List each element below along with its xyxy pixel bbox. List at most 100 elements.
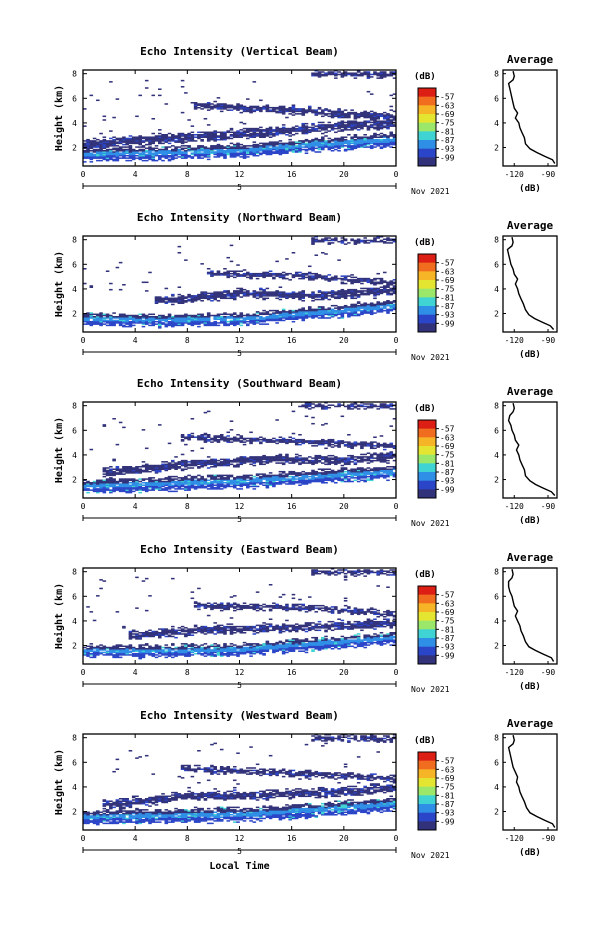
heatmap-cell <box>291 483 296 485</box>
heatmap-cell <box>144 316 149 318</box>
heatmap-cell <box>389 132 394 135</box>
heatmap-cell <box>193 475 198 478</box>
heatmap-cell <box>236 319 240 322</box>
heatmap-cell <box>223 478 227 480</box>
heatmap-cell <box>301 482 306 484</box>
heatmap-cell <box>327 472 332 474</box>
heatmap-cell <box>236 466 240 468</box>
heatmap-cell <box>268 317 273 319</box>
heatmap-cell <box>281 295 286 297</box>
heatmap-cell <box>200 459 204 462</box>
heatmap-cell <box>304 148 309 151</box>
heatmap-cell <box>206 147 211 150</box>
heatmap-cell <box>246 459 250 462</box>
heatmap-cell <box>356 125 361 127</box>
heatmap-cell <box>157 88 162 90</box>
heatmap-cell <box>102 141 107 143</box>
heatmap-cell <box>92 145 97 147</box>
heatmap-cell <box>131 468 136 470</box>
heatmap-cell <box>265 143 270 146</box>
heatmap-cell <box>141 469 146 472</box>
heatmap-cell <box>334 137 338 140</box>
heatmap-cell <box>102 119 107 121</box>
heatmap-cell <box>148 478 152 480</box>
heatmap-cell <box>389 239 394 242</box>
heatmap-cell <box>109 484 113 486</box>
heatmap-cell <box>337 110 341 113</box>
heatmap-cell <box>219 151 224 153</box>
heatmap-cell <box>89 314 94 317</box>
heatmap-cell <box>301 473 306 475</box>
heatmap-cell <box>376 116 380 119</box>
heatmap-cell <box>288 314 292 317</box>
y-axis-label: Height (km) <box>53 85 65 151</box>
heatmap-cell <box>109 151 113 153</box>
heatmap-cell <box>268 150 273 152</box>
heatmap-cell <box>327 461 332 463</box>
heatmap-cell <box>386 115 390 118</box>
heatmap-cell <box>360 124 364 126</box>
heatmap-cell <box>268 153 273 156</box>
heatmap-cell <box>291 110 296 113</box>
heatmap-cell <box>213 440 217 442</box>
heatmap-cell <box>89 94 94 97</box>
heatmap-cell <box>285 274 289 276</box>
heatmap-cell <box>356 114 361 116</box>
heatmap-cell <box>109 319 113 322</box>
heatmap-cell <box>232 479 237 482</box>
heatmap-cell <box>197 467 201 469</box>
heatmap-cell <box>210 270 214 272</box>
heatmap-cell <box>122 490 126 493</box>
heatmap-cell <box>200 157 204 159</box>
heatmap-cell <box>301 274 306 276</box>
heatmap-cell <box>229 429 234 431</box>
heatmap-cell <box>298 277 302 280</box>
heatmap-cell <box>321 472 325 474</box>
heatmap-cell <box>327 454 332 457</box>
heatmap-cell <box>314 240 319 243</box>
heatmap-cell <box>246 314 250 317</box>
heatmap-cell <box>363 242 367 244</box>
heatmap-cell <box>239 458 244 461</box>
heatmap-cell <box>128 324 133 327</box>
heatmap-cell <box>219 148 224 151</box>
heatmap-cell <box>330 438 335 441</box>
heatmap-cell <box>242 438 247 441</box>
heatmap-cell <box>206 320 211 323</box>
heatmap-cell <box>369 121 374 124</box>
heatmap-cell <box>392 73 397 76</box>
heatmap-cell <box>141 461 146 463</box>
heatmap-cell <box>102 150 107 152</box>
heatmap-cell <box>334 73 338 76</box>
heatmap-cell <box>92 322 97 324</box>
heatmap-cell <box>164 138 169 141</box>
heatmap-cell <box>275 322 279 324</box>
heatmap-cell <box>314 129 319 131</box>
heatmap-cell <box>115 320 120 323</box>
heatmap-cell <box>232 148 237 151</box>
heatmap-cell <box>86 318 90 320</box>
heatmap-cell <box>200 478 204 480</box>
heatmap-cell <box>102 485 107 488</box>
heatmap-cell <box>141 136 146 138</box>
heatmap-cell <box>213 462 217 464</box>
heatmap-cell <box>164 323 169 325</box>
heatmap-cell <box>291 470 296 473</box>
heatmap-cell <box>301 296 306 298</box>
heatmap-cell <box>118 478 123 480</box>
heatmap-cell <box>278 147 283 150</box>
heatmap-cell <box>105 159 110 162</box>
heatmap-cell <box>278 274 283 276</box>
heatmap-cell <box>321 142 325 145</box>
heatmap-cell <box>291 473 296 475</box>
heatmap-cell <box>92 320 97 323</box>
heatmap-cell <box>376 303 380 306</box>
heatmap-cell <box>317 442 322 445</box>
heatmap-cell <box>314 125 319 127</box>
heatmap-cell <box>232 438 237 441</box>
heatmap-cell <box>99 153 103 156</box>
heatmap-cell <box>102 489 107 491</box>
heatmap-cell <box>219 438 224 441</box>
heatmap-cell <box>174 147 178 150</box>
heatmap-cell <box>164 140 169 142</box>
